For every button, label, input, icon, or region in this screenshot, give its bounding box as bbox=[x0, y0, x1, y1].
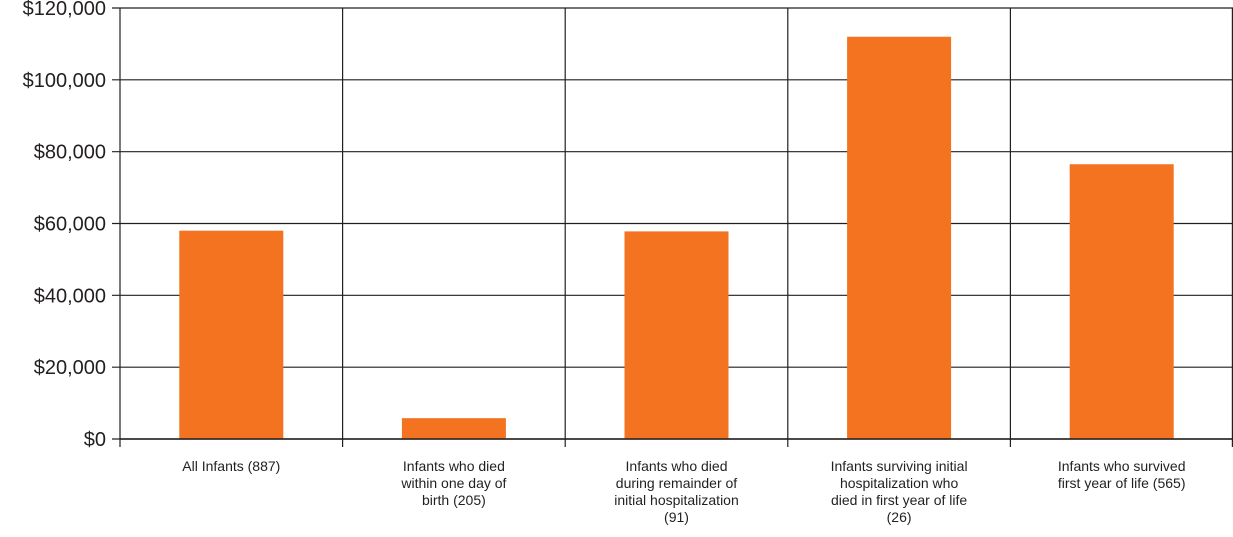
bar bbox=[624, 231, 729, 439]
x-category-label: Infants who died bbox=[626, 458, 728, 474]
x-category-label: Infants who survived bbox=[1058, 458, 1186, 474]
bar bbox=[1069, 164, 1174, 440]
x-category-label: (26) bbox=[887, 509, 912, 525]
x-category-label: during remainder of bbox=[616, 475, 738, 491]
x-category-label: hospitalization who bbox=[840, 475, 959, 491]
y-tick-label: $100,000 bbox=[23, 70, 106, 92]
x-axis-category-labels: All Infants (887) Infants who diedwithin … bbox=[182, 458, 1185, 525]
x-category-label: Infants surviving initial bbox=[831, 458, 968, 474]
x-category-label: (91) bbox=[664, 509, 689, 525]
bar bbox=[179, 230, 284, 439]
y-tick-label: $80,000 bbox=[34, 142, 106, 164]
y-tick-label: $0 bbox=[84, 429, 106, 451]
bars bbox=[179, 36, 1174, 440]
x-category-label: first year of life (565) bbox=[1058, 475, 1186, 491]
category-dividers bbox=[119, 8, 1233, 447]
y-tick-label: $60,000 bbox=[34, 214, 106, 236]
bar bbox=[401, 418, 506, 439]
bar bbox=[847, 36, 952, 439]
x-category-label: initial hospitalization bbox=[614, 492, 739, 508]
x-category-label: birth (205) bbox=[422, 492, 486, 508]
y-tick-label: $20,000 bbox=[34, 357, 106, 379]
x-category-label: died in first year of life bbox=[831, 492, 967, 508]
y-tick-label: $120,000 bbox=[23, 0, 106, 20]
x-category-label: Infants who died bbox=[403, 458, 505, 474]
x-category-label: All Infants (887) bbox=[182, 458, 280, 474]
x-category-label: within one day of bbox=[400, 475, 506, 491]
y-tick-label: $40,000 bbox=[34, 285, 106, 307]
y-axis-tick-labels: $0 $20,000 $40,000 $60,000 $80,000 $100,000 $1… bbox=[23, 0, 106, 451]
